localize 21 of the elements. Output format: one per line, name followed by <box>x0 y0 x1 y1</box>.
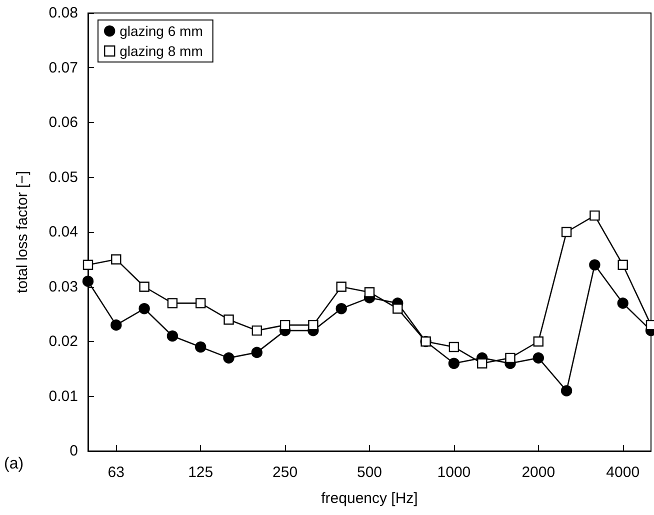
x-tick-label: 4000 <box>606 464 640 481</box>
x-tick-label: 63 <box>108 464 124 481</box>
y-tick-label: 0.06 <box>48 114 78 131</box>
y-tick-label: 0.08 <box>48 4 78 22</box>
legend-label: glazing 8 mm <box>120 43 203 59</box>
x-tick-label: 1000 <box>437 464 471 481</box>
x-tick-label: 125 <box>188 464 214 481</box>
text: (a) <box>4 456 24 472</box>
x-tick-label: 500 <box>356 464 382 481</box>
y-tick-label: 0.01 <box>48 388 78 405</box>
y-tick-label: 0.04 <box>48 224 78 240</box>
y-tick-label: 0.02 <box>48 333 78 350</box>
y-tick-label: 0 <box>70 442 78 460</box>
legend-label: glazing 6 mm <box>120 23 203 39</box>
y-tick-label: 0.03 <box>48 278 78 296</box>
x-tick-label: 2000 <box>522 464 556 481</box>
y-tick-label: 0.07 <box>48 59 78 76</box>
y-axis-title: total loss factor [−] <box>14 170 31 294</box>
x-tick-label: 250 <box>272 464 298 481</box>
y-tick-label: 0.05 <box>48 168 78 186</box>
x-axis-title: frequency [Hz] <box>321 490 418 507</box>
